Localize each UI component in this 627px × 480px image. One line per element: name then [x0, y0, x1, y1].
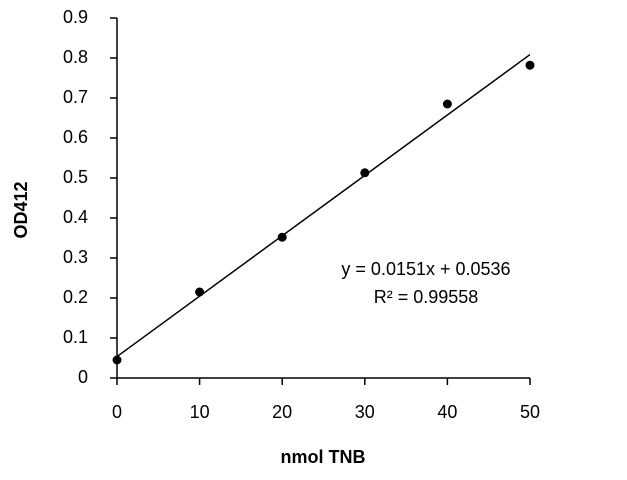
x-tick-label: 40	[437, 402, 457, 422]
y-tick-label: 0.4	[63, 207, 88, 227]
x-axis-title: nmol TNB	[281, 447, 366, 467]
y-tick-label: 0.9	[63, 7, 88, 27]
y-tick-label: 0.5	[63, 167, 88, 187]
trendline-equation: y = 0.0151x + 0.0536	[341, 259, 510, 279]
y-tick-label: 0.6	[63, 127, 88, 147]
x-tick-label: 50	[520, 402, 540, 422]
data-point	[442, 99, 452, 109]
x-tick-label: 10	[190, 402, 210, 422]
trendline	[116, 53, 531, 358]
y-tick-label: 0.2	[63, 287, 88, 307]
x-tick-label: 20	[272, 402, 292, 422]
data-point	[195, 287, 205, 297]
r-squared: R² = 0.99558	[374, 287, 479, 307]
data-point	[525, 60, 535, 70]
y-tick-label: 0.7	[63, 87, 88, 107]
y-tick-label: 0.1	[63, 327, 88, 347]
y-tick-label: 0.8	[63, 47, 88, 67]
y-tick-label: 0.3	[63, 247, 88, 267]
data-point	[112, 355, 122, 365]
x-tick-label: 30	[355, 402, 375, 422]
x-tick-label: 0	[112, 402, 122, 422]
data-point	[360, 168, 370, 178]
y-axis-title: OD412	[11, 181, 31, 238]
y-tick-label: 0	[78, 367, 88, 387]
data-point	[277, 232, 287, 242]
